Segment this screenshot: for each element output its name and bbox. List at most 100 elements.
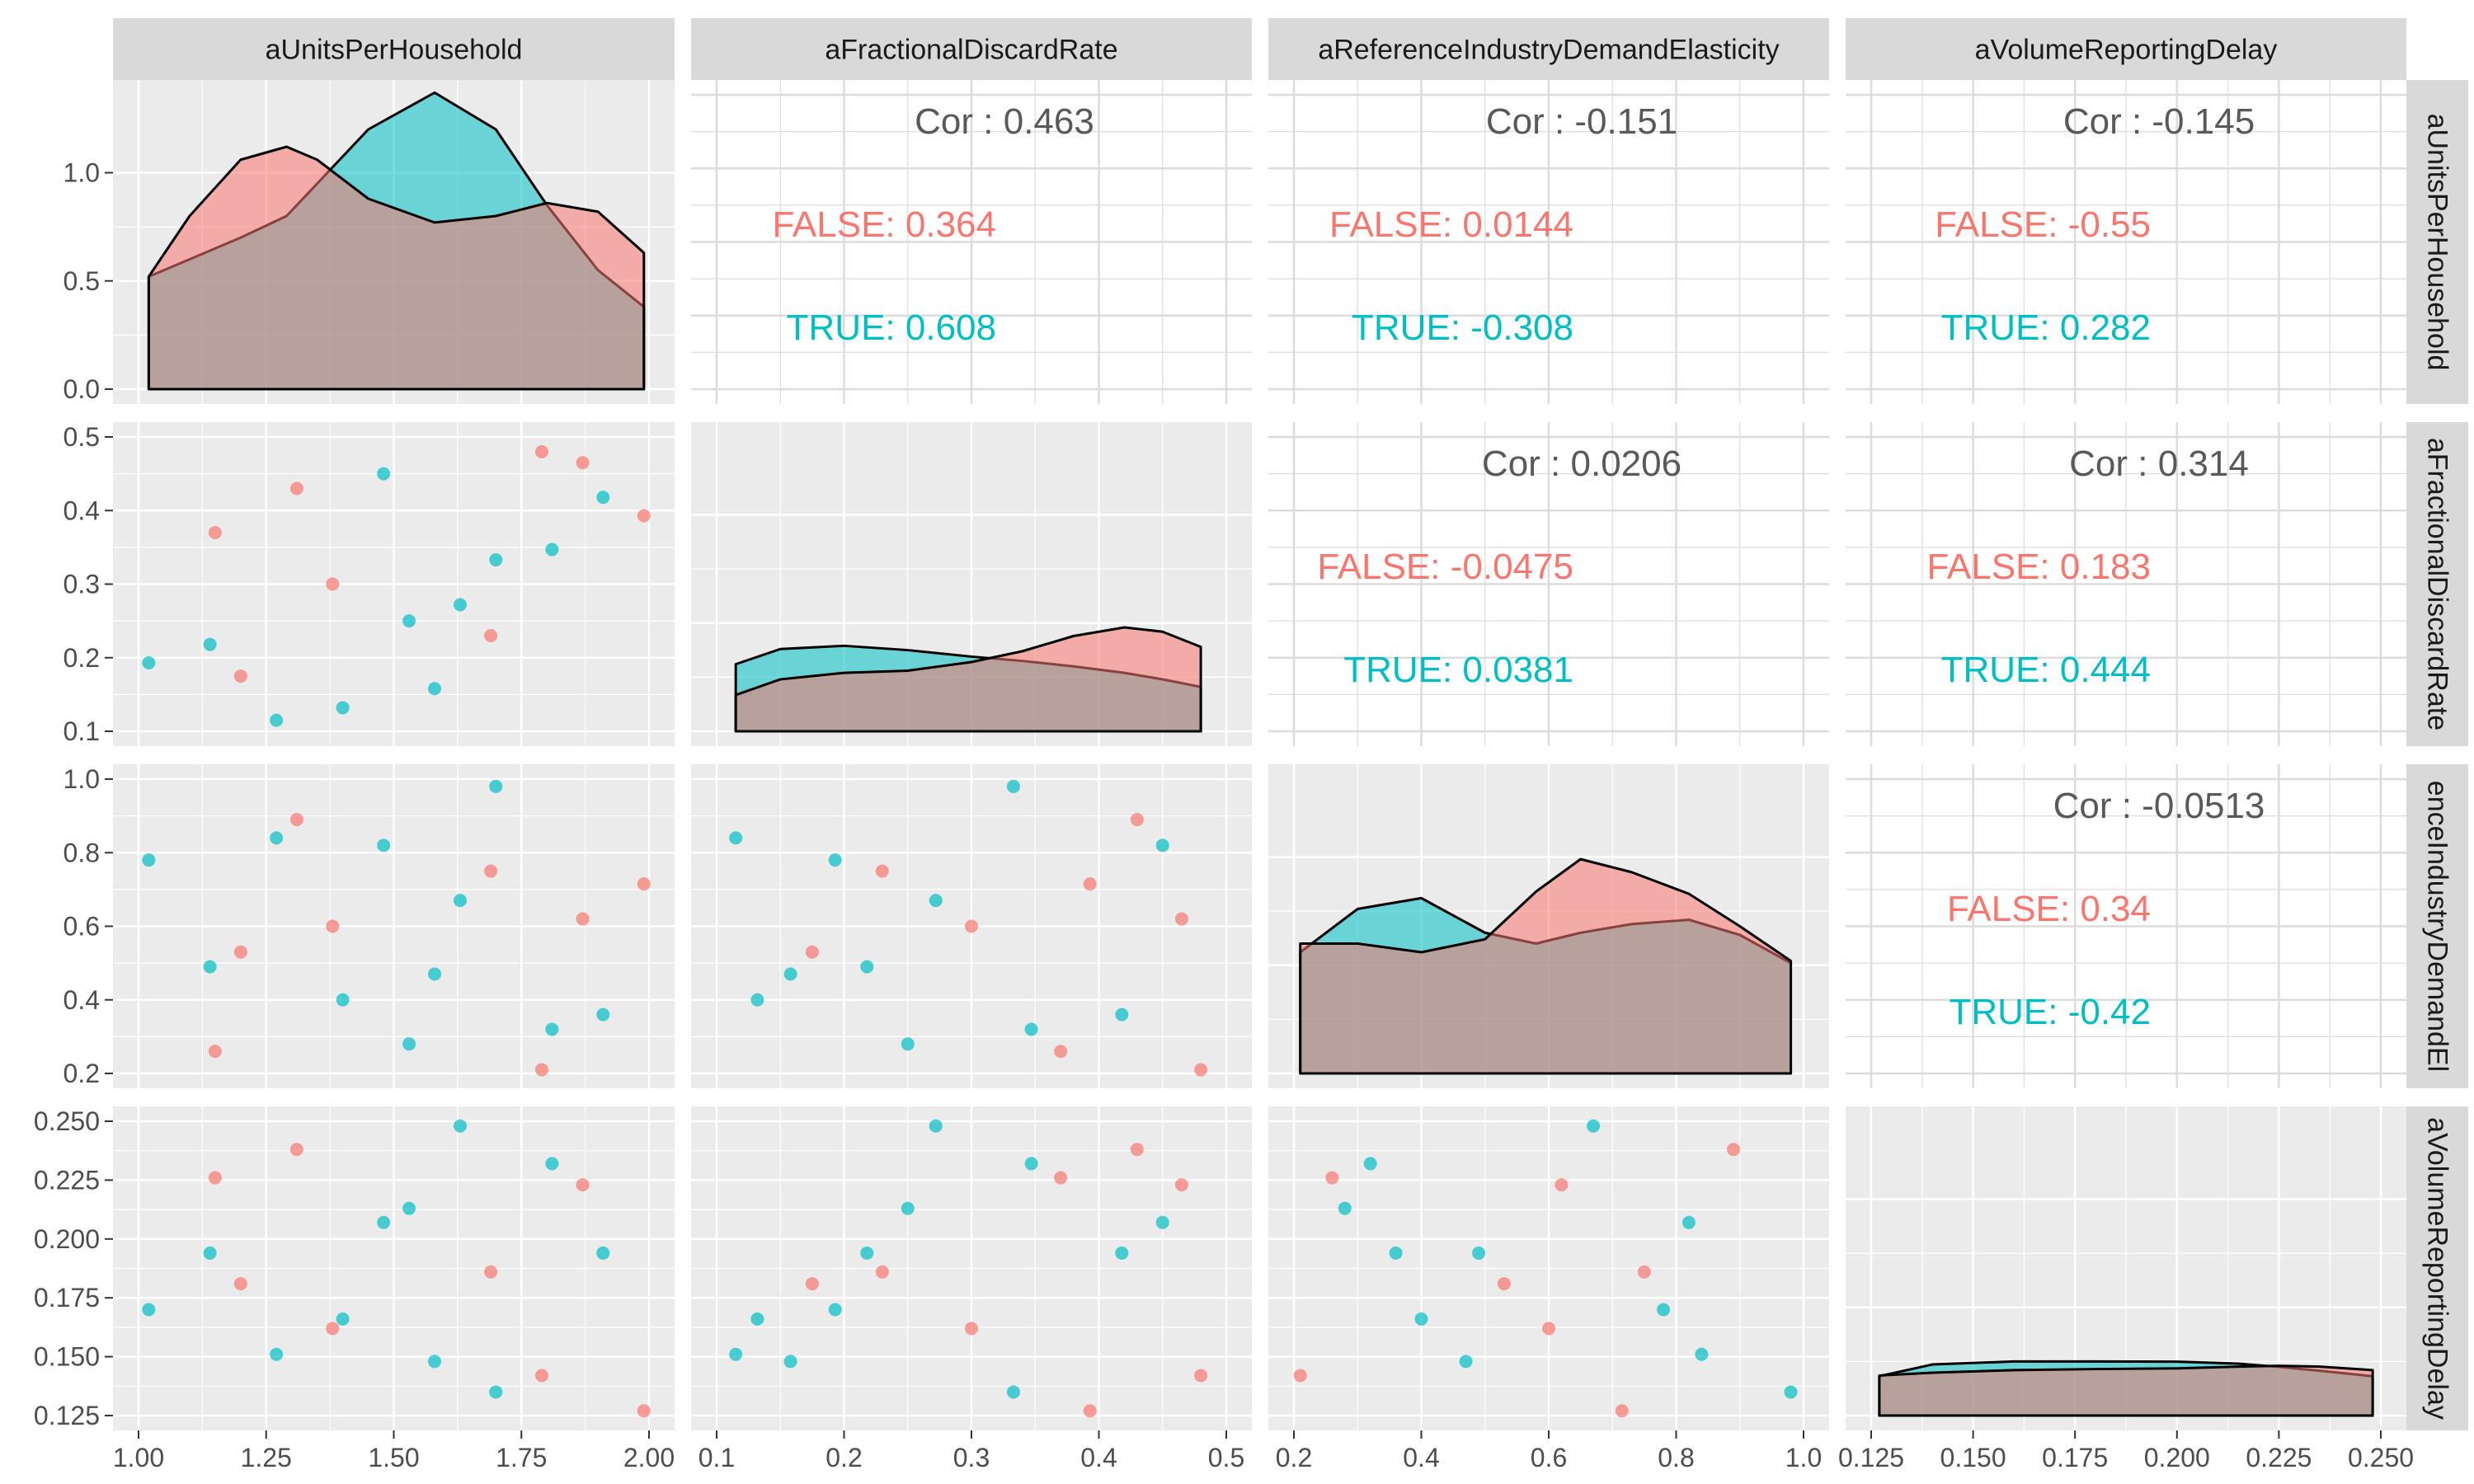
scatter-point-true [860,1246,874,1260]
y-tick-label: 0.3 [63,570,100,599]
x-tick-label: 0.4 [1403,1443,1439,1472]
scatter-point-true [453,598,467,612]
scatter-point-true [1006,1385,1020,1399]
row-strip-label: aUnitsPerHousehold [2422,114,2453,371]
x-tick-label: 0.5 [1208,1443,1244,1472]
x-tick-label: 0.150 [1940,1443,2006,1472]
scatter-point-false [326,1322,340,1336]
scatter-point-true [402,1037,416,1051]
row-strip [2406,422,2468,746]
scatter-point-true [402,614,416,628]
row-strip-label: enceIndustryDemandEl [2422,781,2453,1072]
scatter-point-true [729,1347,743,1361]
scatter-point-false [805,945,819,959]
column-strip [113,18,675,80]
scatter-point-true [489,1385,503,1399]
scatter-point-false [1194,1369,1208,1383]
row-strip [2406,80,2468,404]
correlation-true: TRUE: 0.444 [1941,650,2151,690]
scatter-point-true [270,713,284,727]
scatter-point-false [637,509,651,523]
scatter-point-false [1293,1369,1307,1383]
y-tick-label: 0.1 [63,716,100,746]
x-tick-label: 1.25 [241,1443,292,1472]
y-tick-label: 0.175 [34,1283,100,1313]
scatter-point-false [1174,912,1188,926]
scatter-point-true [453,1119,467,1133]
scatter-point-false [875,1265,889,1279]
scatter-point-true [203,1246,217,1260]
column-strip-label: aVolumeReportingDelay [1975,35,2278,66]
scatter-point-true [336,993,350,1007]
correlation-false: FALSE: -0.0475 [1317,547,1573,587]
scatter-point-false [289,1143,303,1157]
scatter-point-true [142,853,156,867]
y-tick-label: 0.150 [34,1342,100,1372]
scatter-point-true [270,1347,284,1361]
y-tick-label: 0.4 [63,495,100,525]
x-tick-label: 0.2 [1276,1443,1312,1472]
scatter-point-true [1155,1215,1169,1229]
scatter-point-false [535,1369,549,1383]
x-tick-label: 1.75 [496,1443,547,1472]
y-tick-label: 0.5 [63,422,100,452]
scatter-point-false [1542,1322,1555,1336]
column-strip [1846,18,2406,80]
x-tick-label: 1.50 [368,1443,419,1472]
y-tick-label: 0.125 [34,1401,100,1430]
scatter-point-false [1083,877,1097,891]
column-strip-label: aFractionalDiscardRate [825,35,1117,66]
correlation-overall: Cor : -0.145 [2063,101,2255,142]
scatter-point-true [142,1303,156,1317]
scatter-point-true [402,1201,416,1215]
scatter-point-true [1024,1022,1038,1036]
correlation-overall: Cor : -0.151 [1486,101,1677,142]
scatter-point-true [428,967,442,981]
x-tick-label: 0.2 [825,1443,862,1472]
scatter-point-false [208,1171,222,1185]
scatter-point-false [875,864,889,878]
scatter-point-true [270,831,284,845]
scatter-point-true [783,1355,797,1369]
scatter-point-false [208,1045,222,1059]
correlation-overall: Cor : 0.314 [2069,444,2249,484]
scatter-point-false [576,1178,590,1192]
row-strip [2406,764,2468,1088]
scatter-point-true [377,1215,391,1229]
scatter-point-true [377,838,391,852]
density-false [1299,857,1793,1075]
scatter-point-false [1554,1178,1569,1192]
column-strip-label: aUnitsPerHousehold [266,35,523,66]
column-strip [691,18,1252,80]
row-strip-label: aFractionalDiscardRate [2422,438,2453,730]
scatter-point-false [484,864,498,878]
scatter-point-false [1083,1404,1097,1418]
scatter-point-true [428,682,442,696]
axis-tick-layer: 0.00.51.00.10.20.30.40.50.20.40.60.81.00… [34,158,2414,1473]
scatter-point-true [596,491,610,505]
y-tick-label: 0.250 [34,1106,100,1136]
scatter-point-false [1054,1045,1068,1059]
scatter-point-true [929,894,943,908]
correlation-true: TRUE: 0.0381 [1343,650,1573,690]
correlation-false: FALSE: 0.364 [772,204,996,245]
scatter-point-true [1587,1119,1601,1133]
scatter-point-true [545,1157,559,1171]
scatter-point-true [750,993,764,1007]
scatter-point-true [596,1246,610,1260]
scatter-point-true [783,967,797,981]
scatter-point-false [208,526,222,540]
scatter-point-true [1414,1312,1428,1326]
scatter-point-true [929,1119,943,1133]
x-tick-label: 2.00 [623,1443,675,1472]
scatter-point-false [805,1277,819,1291]
scatter-point-false [637,1404,651,1418]
scatter-point-false [1727,1143,1741,1157]
scatter-point-false [1130,813,1144,827]
x-tick-label: 1.0 [1785,1443,1822,1472]
scatter-point-true [860,960,874,974]
scatter-point-true [1695,1347,1709,1361]
scatter-point-true [545,542,559,556]
row-strip [2406,1106,2468,1430]
